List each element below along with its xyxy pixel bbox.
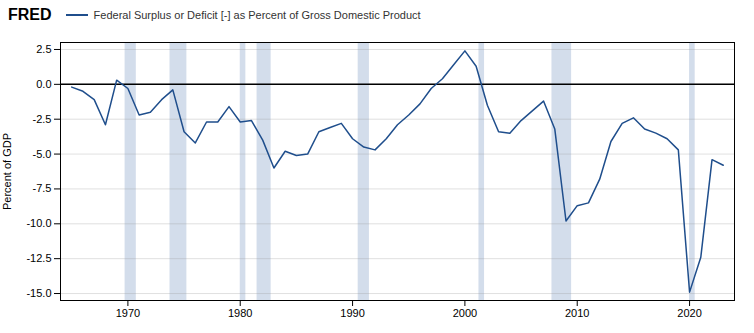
html-text:FRED: FRED (8, 6, 52, 23)
svg-text:-10.0: -10.0 (26, 217, 51, 229)
svg-text:2010: 2010 (565, 307, 589, 319)
svg-text:-5.0: -5.0 (33, 148, 52, 160)
svg-text:1970: 1970 (116, 307, 140, 319)
svg-text:-7.5: -7.5 (33, 182, 52, 194)
html-text:Federal Surplus or Deficit [-]: Federal Surplus or Deficit [-] as Percen… (93, 9, 421, 21)
svg-text:1980: 1980 (228, 307, 252, 319)
svg-text:0.0: 0.0 (36, 78, 51, 90)
svg-text:1990: 1990 (340, 307, 364, 319)
svg-text:2020: 2020 (677, 307, 701, 319)
svg-text:2.5: 2.5 (36, 43, 51, 55)
svg-text:Percent of GDP: Percent of GDP (1, 133, 13, 210)
svg-text:-2.5: -2.5 (33, 113, 52, 125)
svg-text:-12.5: -12.5 (26, 252, 51, 264)
svg-text:2000: 2000 (453, 307, 477, 319)
svg-text:-15.0: -15.0 (26, 287, 51, 299)
